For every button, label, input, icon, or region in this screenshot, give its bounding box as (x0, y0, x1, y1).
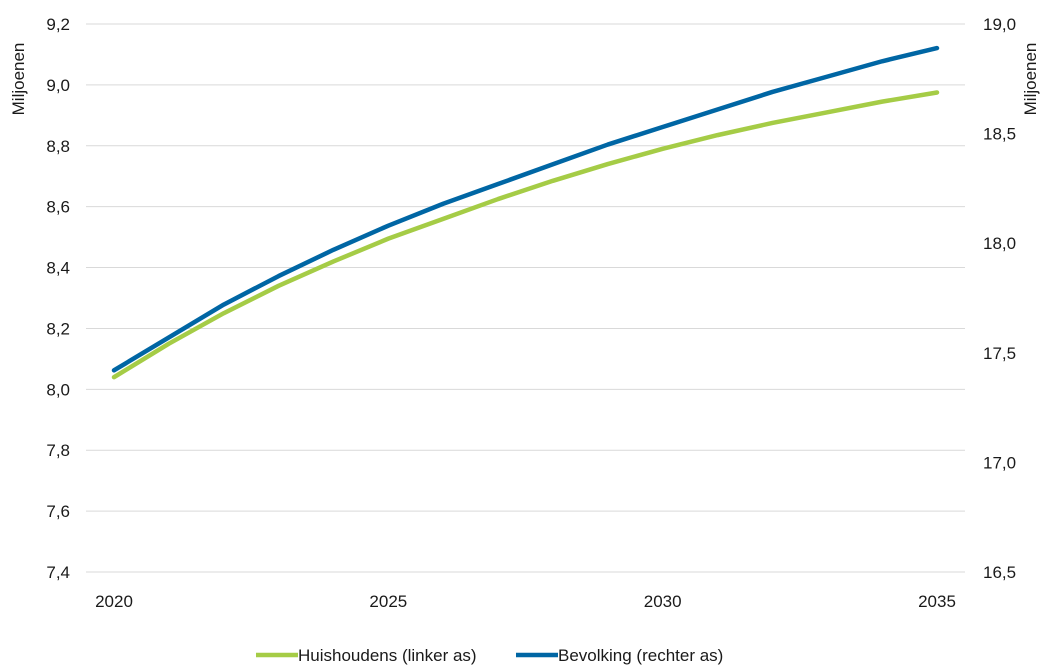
right-axis-label: Miljoenen (1021, 43, 1040, 116)
legend-label: Bevolking (rechter as) (558, 646, 723, 665)
series-line-huishoudens (111, 90, 940, 380)
grid-layer (86, 23, 965, 573)
left-tick-label: 8,2 (46, 319, 70, 338)
left-tick-label: 9,2 (46, 15, 70, 34)
right-tick-label: 18,5 (983, 125, 1016, 144)
right-tick-label: 18,0 (983, 234, 1016, 253)
x-tick-label: 2035 (918, 592, 956, 611)
left-tick-label: 8,6 (46, 198, 70, 217)
left-axis-label: Miljoenen (9, 43, 28, 116)
left-tick-label: 8,8 (46, 137, 70, 156)
right-tick-label: 17,0 (983, 453, 1016, 472)
right-tick-label: 17,5 (983, 344, 1016, 363)
x-tick-label: 2025 (369, 592, 407, 611)
left-tick-label: 7,8 (46, 441, 70, 460)
left-tick-label: 8,0 (46, 380, 70, 399)
series-layer (111, 45, 940, 380)
x-tick-label: 2030 (644, 592, 682, 611)
right-tick-label: 19,0 (983, 15, 1016, 34)
right-tick-label: 16,5 (983, 563, 1016, 582)
left-axis-ticks: 7,4 7,6 7,8 8,0 8,2 8,4 8,6 8,8 9,0 9,2 (46, 15, 70, 582)
left-tick-label: 9,0 (46, 76, 70, 95)
legend: Huishoudens (linker as) Bevolking (rechte… (256, 646, 723, 665)
left-tick-label: 7,6 (46, 502, 70, 521)
series-line-bevolking (111, 45, 940, 373)
left-tick-label: 7,4 (46, 563, 70, 582)
right-axis-ticks: 16,5 17,0 17,5 18,0 18,5 19,0 (983, 15, 1016, 582)
left-tick-label: 8,4 (46, 259, 70, 278)
x-axis-ticks: 2020 2025 2030 2035 (95, 592, 956, 611)
x-tick-label: 2020 (95, 592, 133, 611)
legend-label: Huishoudens (linker as) (298, 646, 477, 665)
